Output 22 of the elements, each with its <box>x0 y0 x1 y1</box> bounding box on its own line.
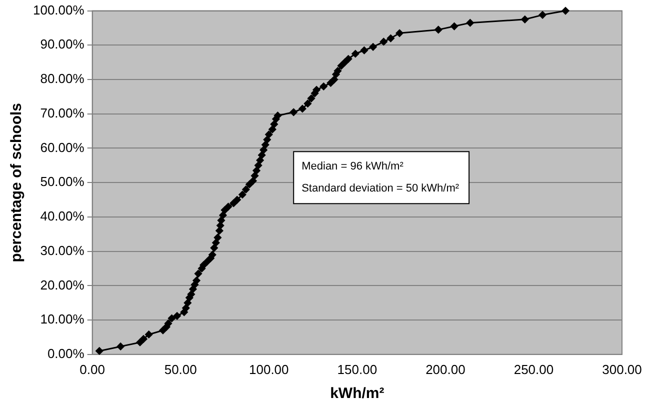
x-tick-label: 300.00 <box>602 362 642 377</box>
x-tick-label: 50.00 <box>164 362 197 377</box>
y-tick-label: 0.00% <box>47 346 85 361</box>
x-tick-label: 100.00 <box>249 362 289 377</box>
annotation: Median = 96 kWh/m² <box>302 160 404 173</box>
y-tick-label: 100.00% <box>32 2 85 18</box>
x-tick-label: 150.00 <box>337 362 378 377</box>
y-axis-title: percentage of schools <box>8 102 26 262</box>
y-tick-label: 80.00% <box>40 71 85 86</box>
annotation: Standard deviation = 50 kWh/m² <box>302 182 460 195</box>
y-tick-label: 10.00% <box>40 312 85 327</box>
y-tick-label: 90.00% <box>40 36 85 52</box>
y-tick-label: 70.00% <box>40 105 85 120</box>
y-tick-label: 60.00% <box>40 140 85 155</box>
y-tick-label: 20.00% <box>40 277 85 292</box>
y-tick-label: 40.00% <box>40 208 85 224</box>
x-tick-label: 200.00 <box>426 362 466 377</box>
y-tick-label: 50.00% <box>40 174 85 190</box>
x-axis-title: kWh/m² <box>330 385 384 402</box>
x-tick-label: 0.00 <box>80 362 105 377</box>
y-tick-label: 30.00% <box>40 242 85 258</box>
x-tick-label: 250.00 <box>514 362 554 377</box>
